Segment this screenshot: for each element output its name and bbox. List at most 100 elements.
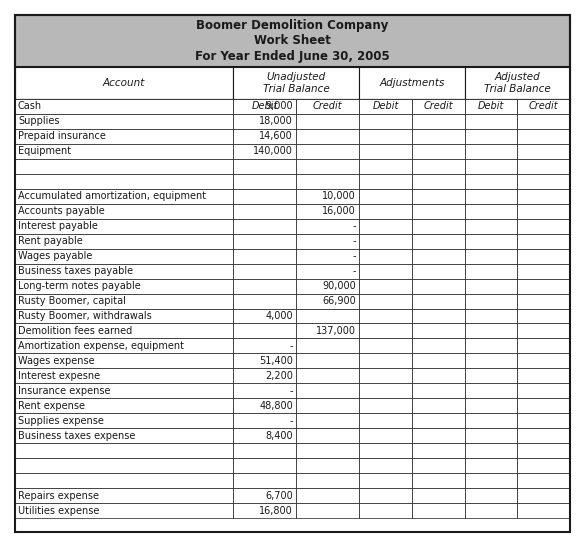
Bar — [15, 443, 233, 458]
Bar — [517, 324, 570, 338]
Text: Long-term notes payable: Long-term notes payable — [18, 281, 141, 291]
Bar — [15, 99, 233, 114]
Bar — [233, 488, 296, 503]
Text: -: - — [353, 251, 356, 261]
Text: Interest payable: Interest payable — [18, 221, 98, 231]
Bar — [464, 473, 517, 488]
Bar — [359, 144, 412, 159]
Bar — [233, 353, 296, 369]
Bar — [517, 428, 570, 443]
Bar — [359, 114, 412, 129]
Bar — [296, 324, 359, 338]
Bar — [412, 263, 464, 279]
Bar — [464, 263, 517, 279]
Bar — [412, 503, 464, 518]
Bar — [296, 263, 359, 279]
Bar — [412, 129, 464, 144]
Bar — [15, 159, 233, 174]
Text: Wages payable: Wages payable — [18, 251, 92, 261]
Bar — [359, 249, 412, 263]
Text: Accumulated amortization, equipment: Accumulated amortization, equipment — [18, 191, 206, 201]
Text: 2,200: 2,200 — [265, 371, 293, 381]
Text: 16,000: 16,000 — [322, 207, 356, 216]
Bar — [15, 189, 233, 204]
Text: 51,400: 51,400 — [259, 356, 293, 366]
Text: 48,800: 48,800 — [259, 401, 293, 411]
Bar — [233, 383, 296, 398]
Text: Accounts payable: Accounts payable — [18, 207, 105, 216]
Bar — [517, 398, 570, 413]
Bar — [359, 398, 412, 413]
Bar — [412, 324, 464, 338]
Text: Supplies: Supplies — [18, 117, 60, 126]
Text: 140,000: 140,000 — [253, 146, 293, 157]
Bar — [15, 294, 233, 308]
Bar — [412, 189, 464, 204]
Bar — [359, 473, 412, 488]
Bar — [517, 204, 570, 219]
Text: -: - — [353, 236, 356, 246]
Bar — [517, 234, 570, 249]
Bar — [412, 338, 464, 353]
Bar — [464, 353, 517, 369]
Text: Utilities expense: Utilities expense — [18, 506, 99, 515]
Bar — [15, 129, 233, 144]
Bar — [464, 428, 517, 443]
Bar — [359, 263, 412, 279]
Bar — [296, 383, 359, 398]
Text: Rusty Boomer, capital: Rusty Boomer, capital — [18, 296, 126, 306]
Bar — [412, 488, 464, 503]
Bar — [359, 204, 412, 219]
Bar — [15, 383, 233, 398]
Text: Credit: Credit — [529, 101, 559, 111]
Bar — [359, 219, 412, 234]
Bar — [296, 189, 359, 204]
Bar — [15, 279, 233, 294]
Bar — [517, 443, 570, 458]
Bar — [464, 174, 517, 189]
Bar — [464, 488, 517, 503]
Bar — [517, 189, 570, 204]
Bar — [15, 144, 233, 159]
Bar — [412, 279, 464, 294]
Bar — [359, 99, 412, 114]
Bar — [233, 129, 296, 144]
Bar — [233, 204, 296, 219]
Bar — [359, 189, 412, 204]
Bar — [233, 338, 296, 353]
Bar — [517, 383, 570, 398]
Bar — [296, 174, 359, 189]
Text: -: - — [290, 386, 293, 396]
Bar — [296, 99, 359, 113]
Bar — [233, 503, 296, 518]
Bar — [296, 219, 359, 234]
Bar — [359, 458, 412, 473]
Bar — [296, 353, 359, 369]
Text: Trial Balance: Trial Balance — [263, 84, 329, 94]
Bar — [296, 338, 359, 353]
Text: Trial Balance: Trial Balance — [484, 84, 550, 94]
Bar — [412, 294, 464, 308]
Bar — [464, 279, 517, 294]
Text: Wages expense: Wages expense — [18, 356, 95, 366]
Bar — [296, 234, 359, 249]
Text: Equipment: Equipment — [18, 146, 71, 157]
Bar — [296, 428, 359, 443]
Bar — [517, 279, 570, 294]
Bar — [464, 338, 517, 353]
Bar — [15, 369, 233, 383]
Bar — [517, 249, 570, 263]
Bar — [15, 249, 233, 263]
Bar — [412, 159, 464, 174]
Bar — [233, 99, 296, 113]
Bar — [233, 174, 296, 189]
Bar — [233, 324, 296, 338]
Text: Credit: Credit — [313, 101, 342, 111]
Bar — [517, 219, 570, 234]
Bar — [233, 144, 296, 159]
Bar — [15, 263, 233, 279]
Bar — [296, 443, 359, 458]
Bar — [296, 129, 359, 144]
Bar — [233, 443, 296, 458]
Text: 137,000: 137,000 — [316, 326, 356, 336]
